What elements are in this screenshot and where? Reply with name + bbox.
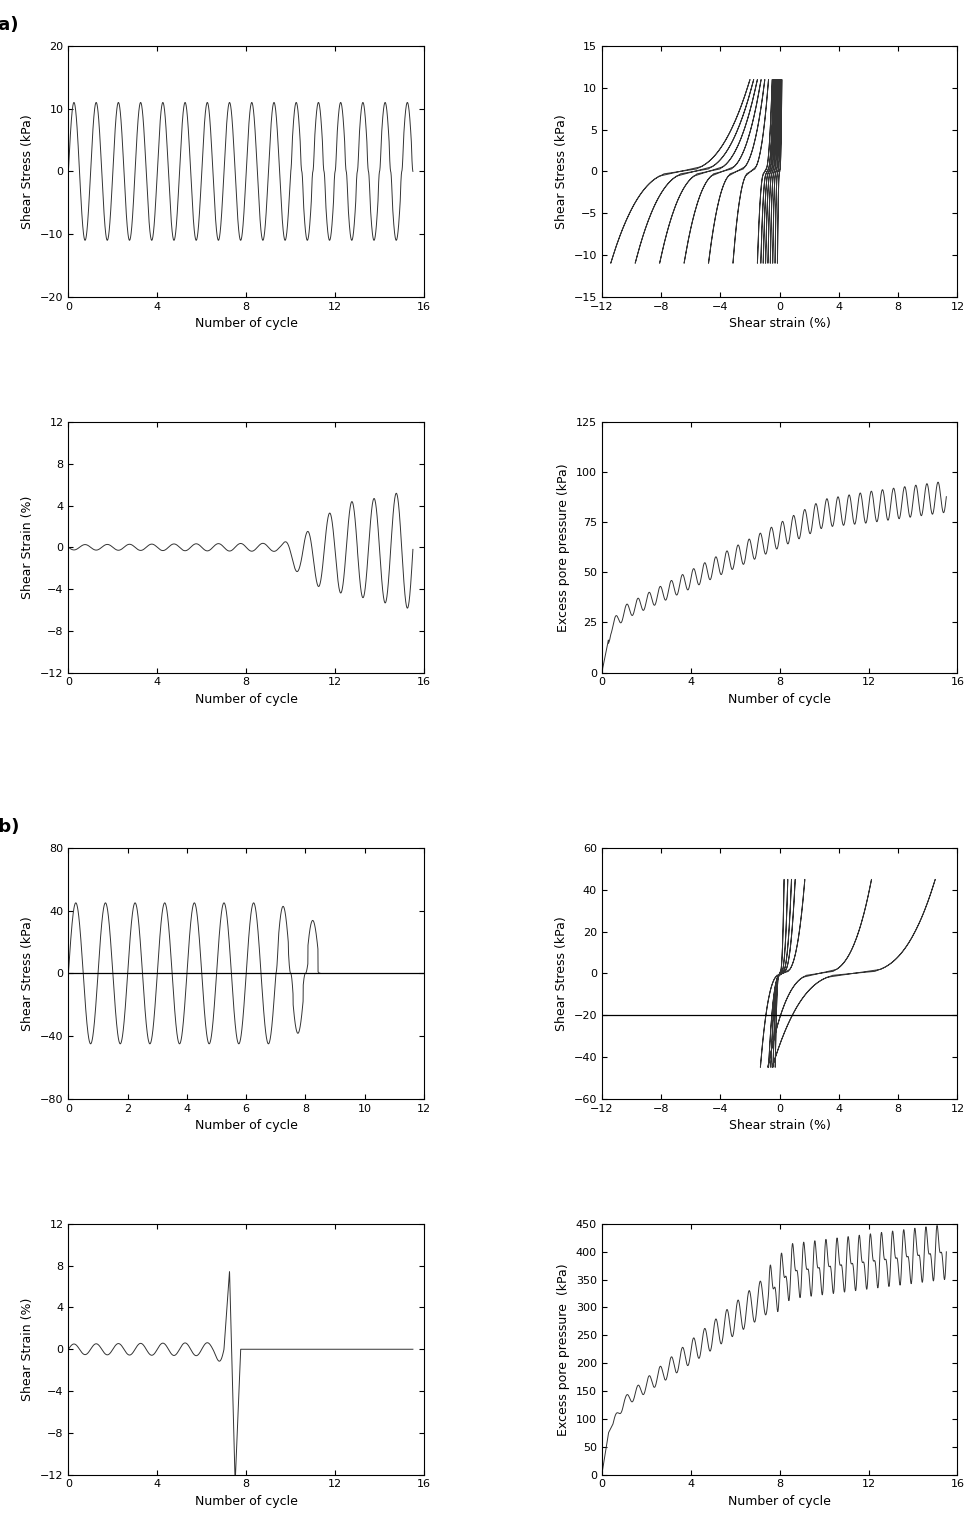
- X-axis label: Number of cycle: Number of cycle: [728, 1495, 831, 1508]
- X-axis label: Number of cycle: Number of cycle: [194, 1495, 298, 1508]
- Y-axis label: Shear Stress (kPa): Shear Stress (kPa): [21, 114, 34, 229]
- X-axis label: Number of cycle: Number of cycle: [194, 1120, 298, 1132]
- Y-axis label: Excess pore pressure  (kPa): Excess pore pressure (kPa): [557, 1263, 571, 1436]
- Y-axis label: Shear Strain (%): Shear Strain (%): [21, 496, 34, 599]
- Y-axis label: Excess pore pressure (kPa): Excess pore pressure (kPa): [557, 462, 571, 631]
- X-axis label: Number of cycle: Number of cycle: [194, 316, 298, 330]
- X-axis label: Number of cycle: Number of cycle: [194, 693, 298, 707]
- Text: (b): (b): [0, 819, 20, 836]
- X-axis label: Shear strain (%): Shear strain (%): [729, 1120, 830, 1132]
- X-axis label: Shear strain (%): Shear strain (%): [729, 316, 830, 330]
- Y-axis label: Shear Stress (kPa): Shear Stress (kPa): [21, 915, 34, 1031]
- Y-axis label: Shear Strain (%): Shear Strain (%): [21, 1298, 34, 1401]
- Y-axis label: Shear Stress (kPa): Shear Stress (kPa): [555, 915, 568, 1031]
- X-axis label: Number of cycle: Number of cycle: [728, 693, 831, 707]
- Y-axis label: Shear Stress (kPa): Shear Stress (kPa): [555, 114, 568, 229]
- Text: (a): (a): [0, 15, 19, 34]
